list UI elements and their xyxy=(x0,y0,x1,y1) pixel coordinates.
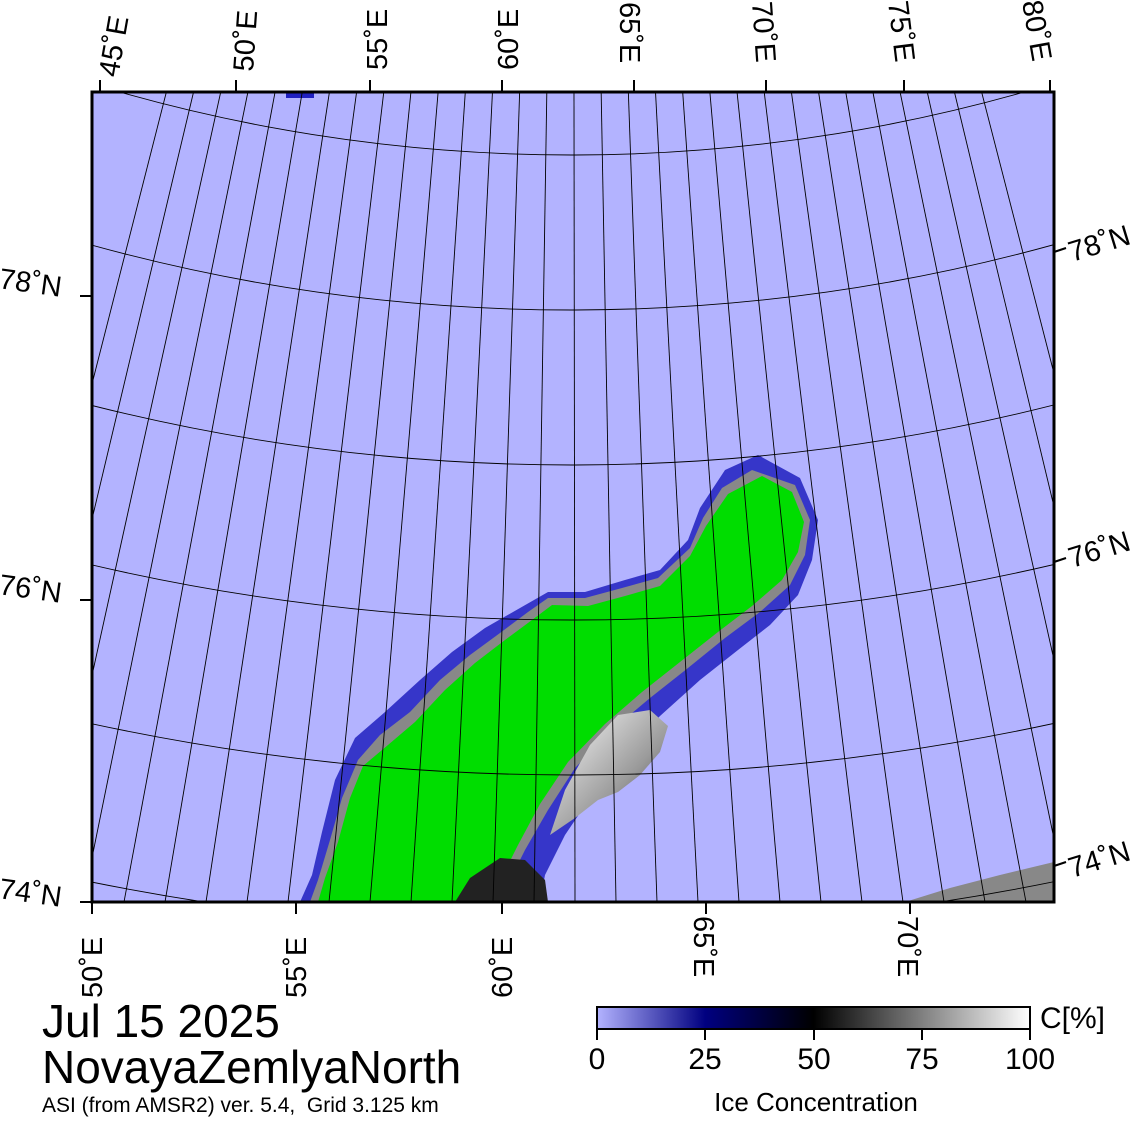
meridian-line xyxy=(492,92,521,902)
colorbar-label-75: 75 xyxy=(905,1043,939,1076)
meridian-line xyxy=(287,92,385,902)
map-frame xyxy=(90,90,1056,904)
meridian-line xyxy=(790,92,904,902)
meridian-line xyxy=(92,92,222,678)
meridian-line xyxy=(655,92,699,902)
map-date: Jul 15 2025 xyxy=(42,995,280,1047)
parallel-line xyxy=(92,404,1054,466)
top-lon-label-75: 75˚E xyxy=(881,0,920,64)
parallel-line xyxy=(92,722,1054,776)
meridian-line xyxy=(246,92,358,902)
top-lon-label-50: 50˚E xyxy=(228,9,264,72)
bottom-lon-label-50: 50˚E xyxy=(77,937,109,998)
meridian-line xyxy=(899,92,1054,842)
meridian-line xyxy=(92,92,194,522)
right-tick xyxy=(1053,861,1067,867)
data-source-credit: ASI (from AMSR2) ver. 5.4, Grid 3.125 km xyxy=(42,1094,439,1117)
colorbar-label-25: 25 xyxy=(688,1043,722,1076)
colorbar-label-100: 100 xyxy=(1004,1043,1056,1076)
right-tick xyxy=(1053,557,1067,563)
bottom-lon-label-65: 65˚E xyxy=(687,916,719,977)
left-lat-label-78: 78˚N xyxy=(0,263,64,303)
frame-ticks xyxy=(80,80,1067,914)
left-lat-label-74: 74˚N xyxy=(0,873,64,913)
meridian-line xyxy=(123,92,276,902)
top-lon-label-70: 70˚E xyxy=(745,0,781,63)
graticule xyxy=(92,92,1054,902)
meridian-line xyxy=(981,92,1054,376)
parallel-line xyxy=(92,244,1054,311)
meridian-line xyxy=(164,92,303,902)
bottom-lon-label-60: 60˚E xyxy=(487,937,519,998)
meridian-line xyxy=(600,92,617,902)
top-ice-patch xyxy=(286,92,314,98)
top-lon-label-55: 55˚E xyxy=(362,9,394,70)
bottom-lon-label-55: 55˚E xyxy=(281,937,313,998)
right-lat-label-76: 76˚N xyxy=(1065,526,1134,575)
meridian-line xyxy=(533,92,548,902)
colorbar-label-0: 0 xyxy=(588,1043,606,1076)
colorbar-label-50: 50 xyxy=(797,1043,831,1076)
map-region-title: NovayaZemlyaNorth xyxy=(42,1041,462,1093)
meridian-line xyxy=(763,92,863,902)
meridian-line xyxy=(410,92,466,902)
meridian-line xyxy=(92,92,167,386)
meridian-line xyxy=(736,92,822,902)
novaya-zemlya-land xyxy=(318,476,804,902)
bottom-lon-label-70: 70˚E xyxy=(891,916,923,977)
top-lon-label-80: 80˚E xyxy=(1015,0,1057,64)
meridian-line xyxy=(627,92,658,902)
colorbar-title: Ice Concentration xyxy=(714,1087,918,1117)
meridian-line xyxy=(818,92,945,902)
right-lat-label-78: 78˚N xyxy=(1065,220,1134,269)
parallel-line xyxy=(118,92,1026,156)
left-lat-label-76: 76˚N xyxy=(0,569,64,609)
meridian-line xyxy=(682,92,740,902)
southern-ice-patch xyxy=(455,858,548,902)
right-tick xyxy=(1053,247,1067,253)
parallel-line xyxy=(92,564,1054,621)
meridian-line xyxy=(845,92,986,902)
top-lon-label-65: 65˚E xyxy=(613,2,645,63)
meridian-line xyxy=(926,92,1054,663)
meridian-line xyxy=(573,92,576,902)
colorbar-unit: C[%] xyxy=(1040,1002,1106,1035)
kara-sea-ice-strip xyxy=(550,710,668,835)
meridian-line xyxy=(92,92,249,861)
top-lon-label-60: 60˚E xyxy=(493,9,525,70)
meridian-line xyxy=(953,92,1054,509)
top-lon-label-45: 45˚E xyxy=(93,13,135,79)
meridian-line xyxy=(872,92,1027,902)
meridian-line xyxy=(328,92,412,902)
right-lat-label-74: 74˚N xyxy=(1065,836,1134,885)
colorbar-gradient xyxy=(596,1006,1031,1030)
meridian-line xyxy=(451,92,493,902)
meridian-line xyxy=(205,92,330,902)
